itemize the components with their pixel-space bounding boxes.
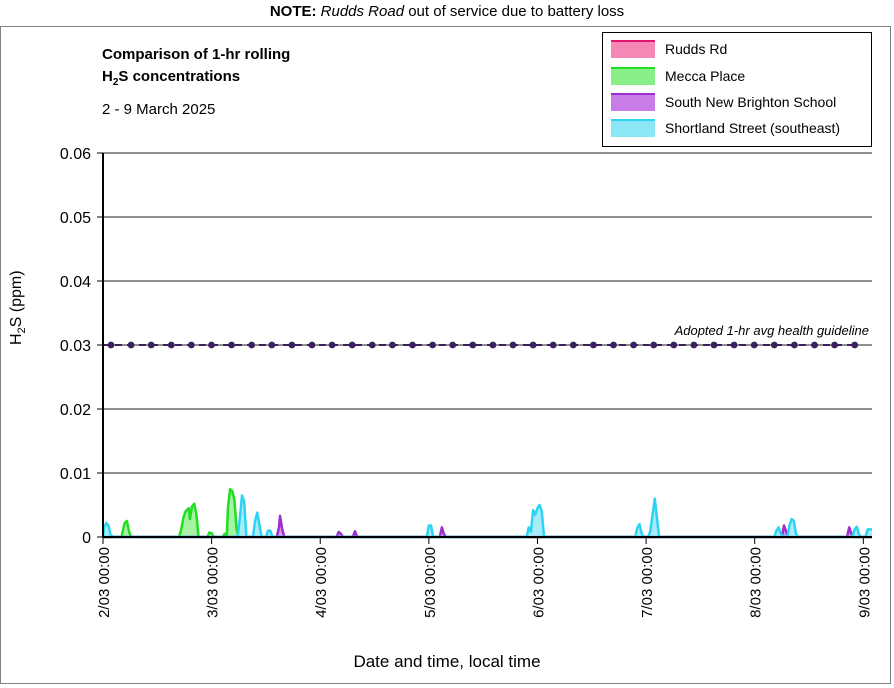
- guideline-marker: [268, 341, 276, 349]
- legend-label: Mecca Place: [665, 68, 746, 84]
- guideline-label: Adopted 1-hr avg health guideline: [674, 323, 869, 338]
- series-areas: [101, 487, 872, 539]
- chart-title-line2: H2S concentrations: [102, 68, 241, 88]
- axes: 0 0.01 0.02 0.03 0.04 0.05 0.06 2/03 00:00 3/03 …: [60, 146, 873, 618]
- guideline-marker: [750, 341, 758, 349]
- out-of-service-note: NOTE: Rudds Road out of service due to b…: [0, 3, 894, 20]
- guideline-marker: [811, 341, 818, 349]
- guideline-marker: [791, 341, 798, 349]
- guideline-marker: [107, 341, 115, 349]
- chart-title-line1: Comparison of 1-hr rolling: [102, 46, 291, 63]
- guideline: [103, 341, 859, 349]
- guideline-marker: [851, 341, 859, 349]
- guideline-marker: [368, 341, 376, 349]
- guideline-marker: [831, 341, 838, 349]
- guideline-marker: [449, 341, 457, 349]
- x-tick-label: 7/03 00:00: [639, 547, 656, 618]
- guideline-marker: [509, 341, 517, 349]
- guideline-marker: [529, 341, 537, 349]
- x-axis-label: Date and time, local time: [353, 652, 541, 671]
- chart-title: Comparison of 1-hr rolling H2S concentra…: [102, 44, 290, 94]
- guideline-marker: [590, 341, 597, 349]
- y-tick-label: 0.05: [60, 210, 91, 227]
- x-tick-label: 9/03 00:00: [856, 547, 873, 618]
- chart-subtitle: 2 - 9 March 2025: [102, 101, 216, 118]
- legend-item-south-new-brighton-school: South New Brighton School: [611, 91, 836, 113]
- note-suffix: out of service due to battery loss: [408, 3, 625, 20]
- guideline-marker: [288, 341, 296, 349]
- guideline-marker: [770, 341, 778, 349]
- grid-lines: [103, 152, 872, 474]
- x-tick-label: 6/03 00:00: [530, 547, 547, 618]
- y-tick-label: 0.06: [60, 146, 91, 163]
- guideline-marker: [690, 341, 698, 349]
- guideline-marker: [409, 341, 416, 349]
- legend-label: Shortland Street (southeast): [665, 120, 841, 136]
- y-tick-label: 0.03: [60, 338, 91, 355]
- guideline-marker: [127, 341, 135, 349]
- y-tick-label: 0: [82, 530, 91, 547]
- guideline-marker: [650, 341, 658, 349]
- guideline-marker: [389, 341, 396, 349]
- legend-item-mecca-place: Mecca Place: [611, 65, 745, 87]
- guideline-marker: [429, 341, 436, 349]
- guideline-marker: [569, 341, 577, 349]
- legend-swatch: [611, 93, 655, 111]
- series-area-1: [103, 489, 872, 537]
- legend-swatch: [611, 119, 655, 137]
- guideline-marker: [469, 341, 477, 349]
- note-prefix: NOTE:: [269, 3, 317, 20]
- guideline-marker: [228, 341, 236, 349]
- y-tick-label: 0.04: [60, 274, 91, 291]
- guideline-marker: [147, 341, 155, 349]
- x-tick-label: 4/03 00:00: [313, 547, 330, 618]
- guideline-marker: [489, 341, 497, 349]
- x-tick-label: 3/03 00:00: [205, 547, 222, 618]
- guideline-marker: [248, 341, 256, 349]
- legend-item-shortland-street: Shortland Street (southeast): [611, 117, 840, 139]
- legend-label: Rudds Rd: [665, 41, 728, 57]
- guideline-marker: [630, 341, 637, 349]
- guideline-marker: [710, 341, 718, 349]
- series-area-3: [103, 495, 872, 537]
- x-tick-label: 8/03 00:00: [748, 547, 765, 618]
- legend: Rudds Rd Mecca Place South New Brighton …: [602, 32, 872, 147]
- series-line-1: [103, 487, 872, 539]
- y-tick-label: 0.01: [60, 466, 91, 483]
- chart-frame: [0, 26, 891, 684]
- series-line-2: [103, 514, 872, 539]
- guideline-marker: [208, 341, 215, 349]
- guideline-marker: [167, 341, 175, 349]
- guideline-marker: [549, 341, 557, 349]
- guideline-marker: [328, 341, 336, 349]
- x-tick-label: 2/03 00:00: [96, 547, 113, 618]
- y-axis-label: H2S (ppm): [8, 270, 29, 345]
- guideline-marker: [610, 341, 617, 349]
- legend-swatch: [611, 67, 655, 85]
- legend-item-rudds-rd: Rudds Rd: [611, 38, 727, 60]
- guideline-marker: [308, 341, 316, 349]
- series-line-3: [101, 494, 872, 539]
- guideline-marker: [730, 341, 738, 349]
- guideline-marker: [188, 341, 195, 349]
- legend-label: South New Brighton School: [665, 94, 837, 110]
- guideline-marker: [670, 341, 678, 349]
- series-area-2: [103, 515, 872, 537]
- note-site: Rudds Road: [320, 3, 405, 20]
- legend-swatch: [611, 40, 655, 58]
- y-tick-label: 0.02: [60, 402, 91, 419]
- x-tick-label: 5/03 00:00: [422, 547, 439, 618]
- guideline-marker: [348, 341, 356, 349]
